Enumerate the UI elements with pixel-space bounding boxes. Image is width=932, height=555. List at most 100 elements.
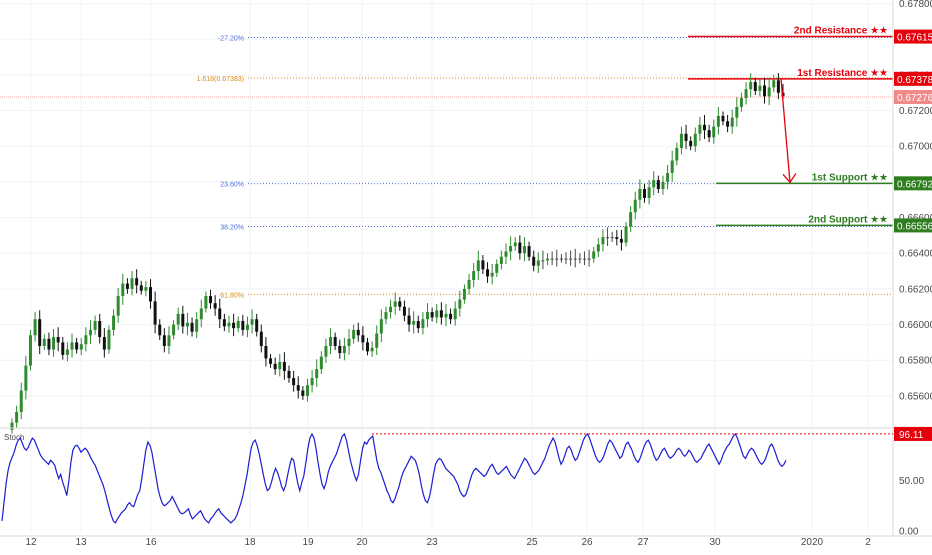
stoch-label: Stoch xyxy=(4,433,24,442)
candle-body xyxy=(10,422,14,430)
candle-body xyxy=(287,370,291,379)
candle-body xyxy=(342,345,346,354)
time-tick-label: 16 xyxy=(145,537,157,548)
candle-body xyxy=(384,312,388,320)
candle-body xyxy=(398,301,402,307)
candle-body xyxy=(52,337,56,350)
candle-body xyxy=(84,335,88,345)
candle-body xyxy=(347,338,351,346)
level-label: 2nd Resistance ★★ xyxy=(794,26,888,37)
time-tick-label: 12 xyxy=(25,537,37,548)
candle-body xyxy=(269,358,273,364)
candle-body xyxy=(776,80,780,93)
candle-body xyxy=(610,237,614,239)
candle-body xyxy=(578,258,582,260)
candle-body xyxy=(763,85,767,97)
candle-body xyxy=(435,310,439,318)
candle-body xyxy=(144,287,148,291)
candle-body xyxy=(167,335,171,346)
candle-body xyxy=(707,130,711,138)
candle-body xyxy=(218,308,222,320)
candle-body xyxy=(601,237,605,245)
candle-body xyxy=(93,321,97,330)
candle-body xyxy=(255,319,259,332)
time-tick-label: 23 xyxy=(426,537,438,548)
candle-body xyxy=(638,189,642,200)
candle-body xyxy=(689,140,693,147)
candle-body xyxy=(592,251,596,259)
candle-body xyxy=(232,322,236,329)
level-label: 2nd Support ★★ xyxy=(808,214,888,225)
candle-body xyxy=(698,124,702,134)
time-tick-label: 26 xyxy=(581,537,593,548)
candle-body xyxy=(305,385,309,396)
candle-body xyxy=(375,333,379,348)
price-tick-label: 0.67200 xyxy=(899,106,932,117)
candle-body xyxy=(546,258,550,261)
level-label: 1st Resistance ★★ xyxy=(797,68,888,79)
candle-body xyxy=(693,133,697,147)
candle-body xyxy=(56,337,60,343)
current-price-tag xyxy=(894,90,932,105)
candle-body xyxy=(416,321,420,329)
candle-body xyxy=(555,258,559,260)
candle-body xyxy=(361,335,365,343)
candle-body xyxy=(615,237,619,239)
level-value-tag xyxy=(894,176,932,191)
candle-body xyxy=(333,337,337,346)
candle-body xyxy=(195,319,199,332)
fibonacci-label: 1.618(0.67383) xyxy=(197,76,244,83)
stoch-value-tag xyxy=(894,426,932,441)
candle-body xyxy=(47,338,51,350)
candle-body xyxy=(656,180,660,190)
candle-body xyxy=(421,319,425,329)
time-tick-label: 19 xyxy=(302,537,314,548)
candle-body xyxy=(79,344,83,350)
candle-body xyxy=(647,187,651,198)
candle-body xyxy=(190,322,194,332)
candle-body xyxy=(721,115,725,122)
candle-body xyxy=(726,121,730,127)
candle-body xyxy=(393,301,397,307)
candle-body xyxy=(458,299,462,309)
candle-body xyxy=(278,362,282,370)
candle-body xyxy=(292,378,296,386)
candle-body xyxy=(550,258,554,260)
candle-body xyxy=(176,313,180,325)
time-tick-label: 18 xyxy=(244,537,256,548)
candle-body xyxy=(467,279,471,289)
candle-body xyxy=(486,269,490,277)
candle-body xyxy=(712,126,716,138)
candle-body xyxy=(426,312,430,320)
candle-body xyxy=(522,246,526,254)
candle-body xyxy=(624,226,628,243)
candle-body xyxy=(24,365,28,391)
candle-body xyxy=(324,345,328,357)
time-tick-label: 20 xyxy=(356,537,368,548)
candle-body xyxy=(767,87,771,97)
candle-body xyxy=(716,115,720,127)
candle-body xyxy=(453,308,457,320)
candle-body xyxy=(15,411,19,423)
time-tick-label: 27 xyxy=(637,537,649,548)
level-value-text: 0.67615 xyxy=(897,33,932,44)
candle-body xyxy=(310,378,314,386)
candle-body xyxy=(735,107,739,118)
candle-body xyxy=(532,256,536,266)
price-tick-label: 0.66200 xyxy=(899,284,932,295)
candle-body xyxy=(121,283,125,297)
fibonacci-label: -27.20% xyxy=(218,35,244,42)
candle-body xyxy=(19,390,23,412)
current-price-text: 0.67276 xyxy=(897,93,932,104)
candle-body xyxy=(407,315,411,325)
candle-body xyxy=(412,321,416,325)
price-tick-label: 0.67000 xyxy=(899,142,932,153)
candle-body xyxy=(282,362,286,371)
candle-body xyxy=(606,237,610,239)
candle-body xyxy=(439,310,443,318)
candle-body xyxy=(98,321,102,338)
candle-body xyxy=(619,238,623,243)
candle-body xyxy=(596,244,600,252)
candle-body xyxy=(241,321,245,330)
